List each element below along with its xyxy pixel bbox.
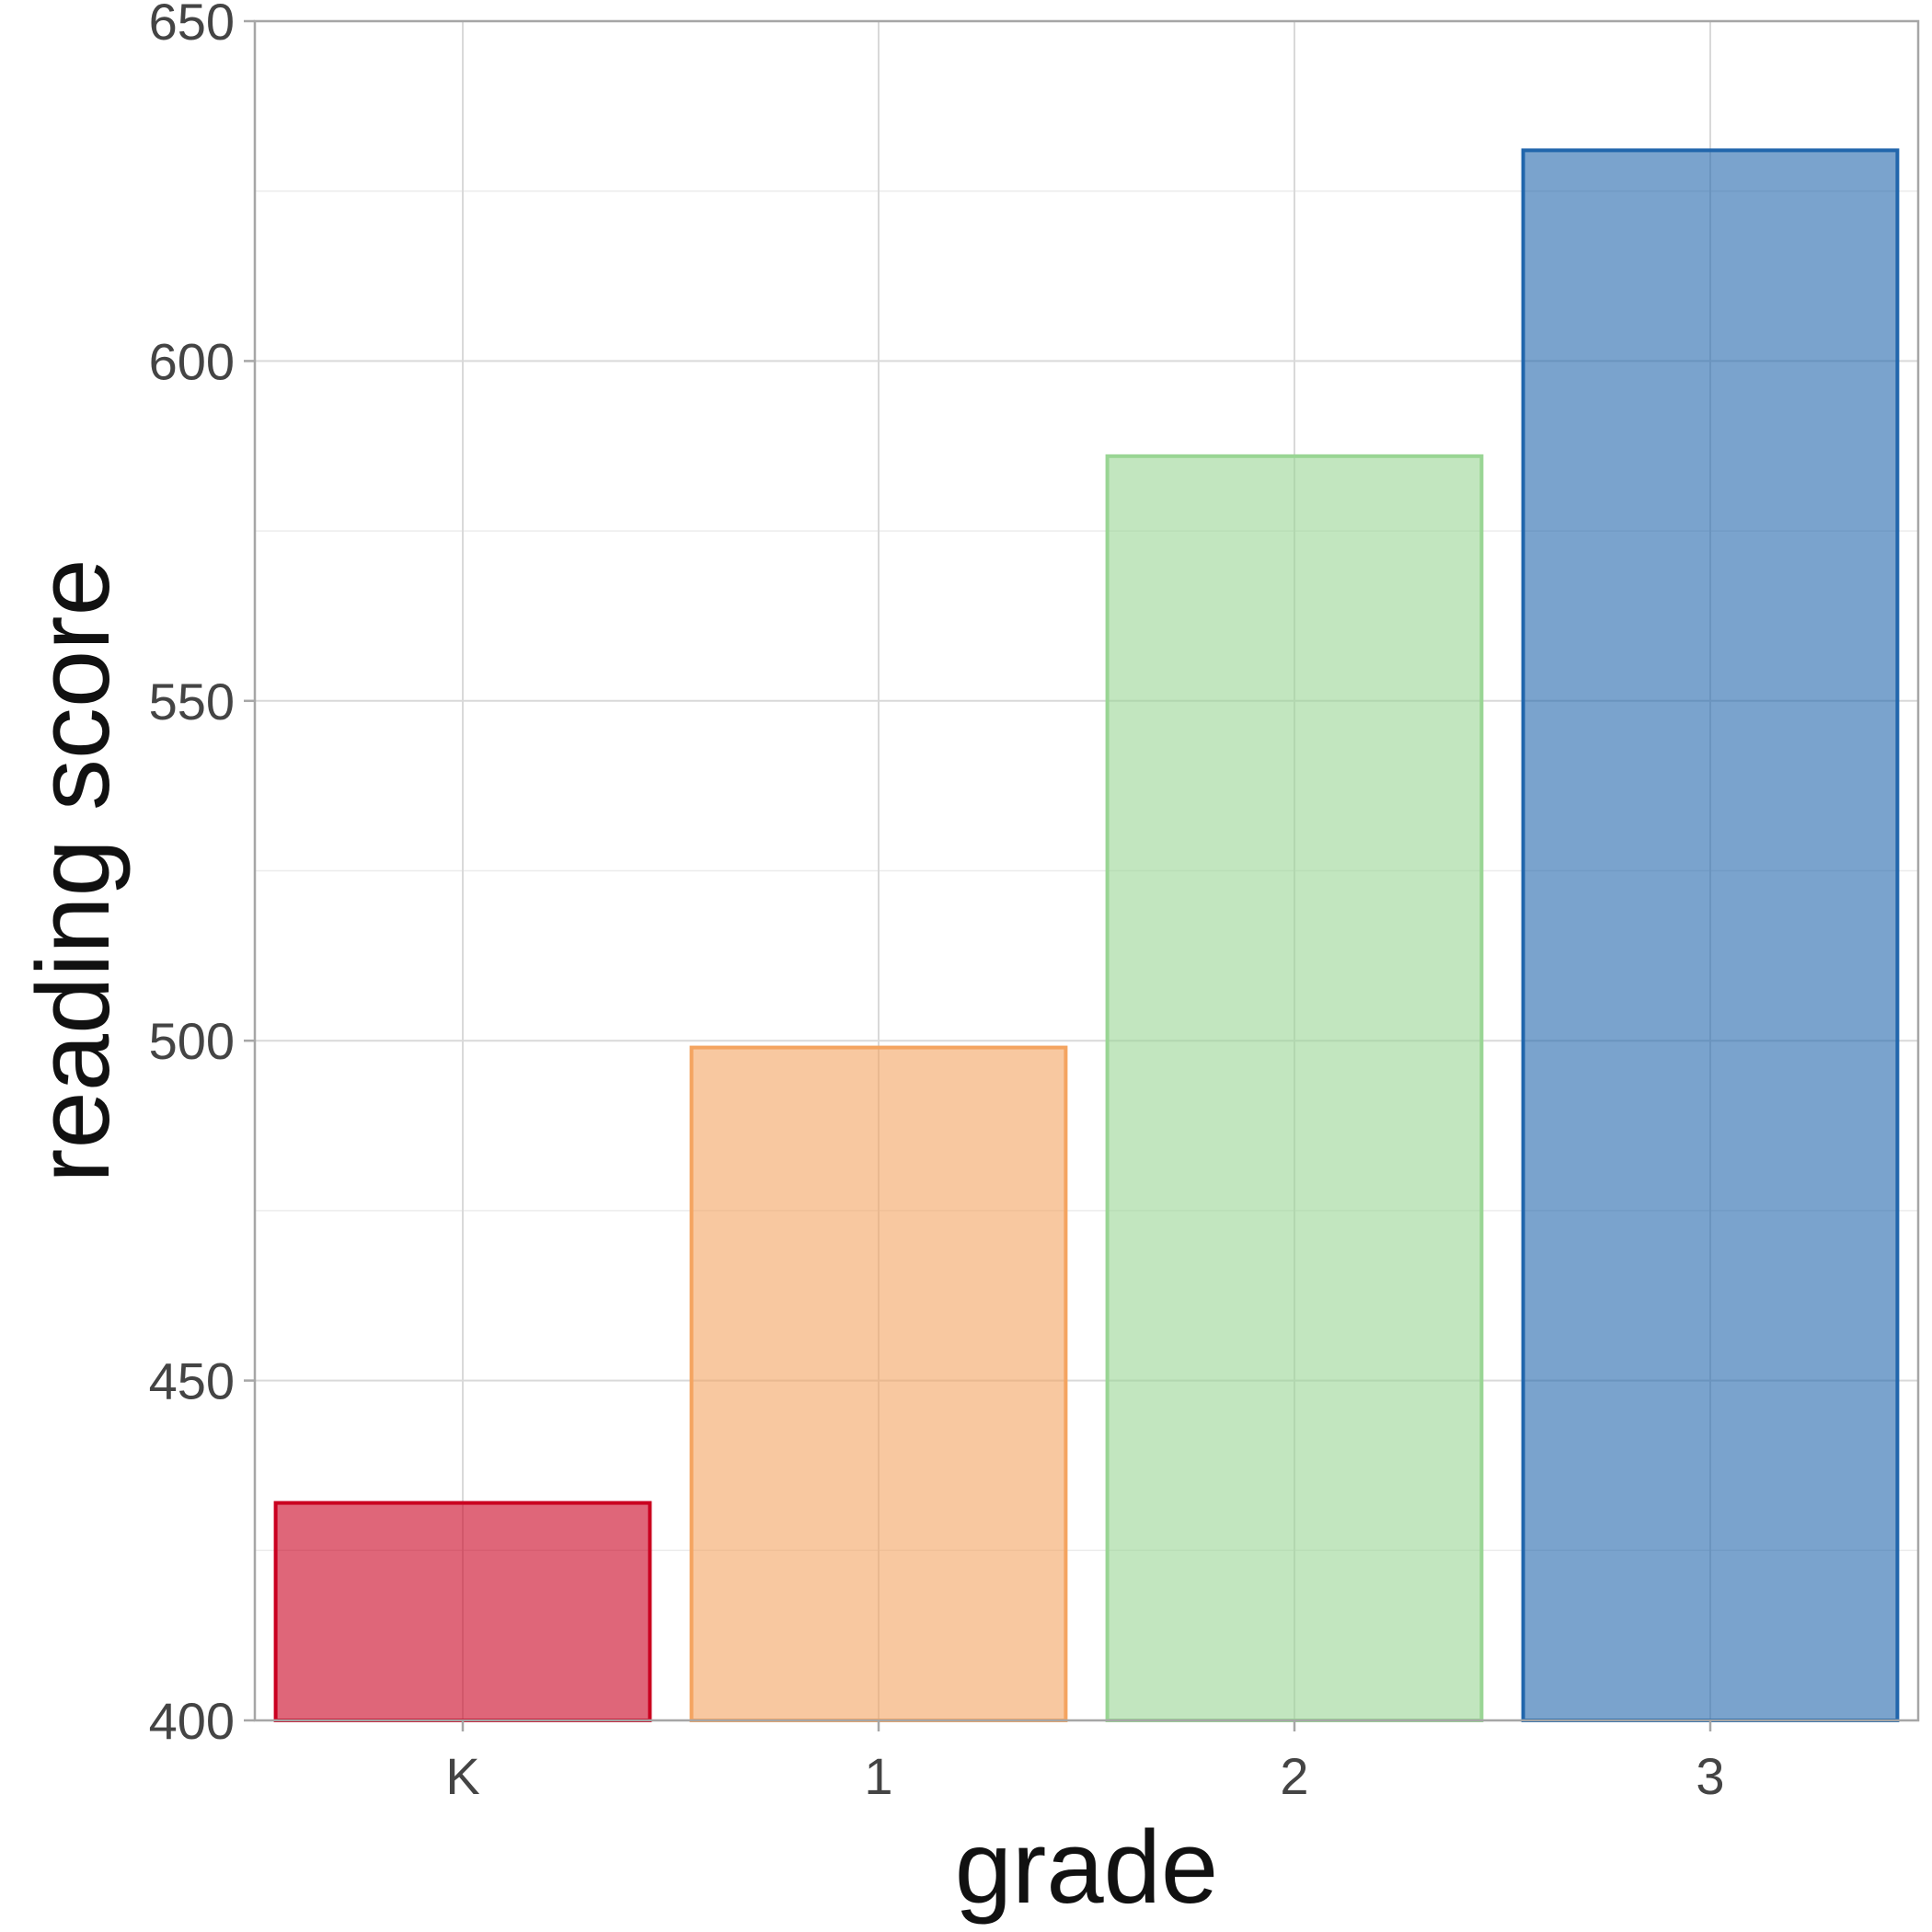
x-tick-label: K <box>445 1747 479 1805</box>
plot-panel-border <box>253 19 1920 1722</box>
x-tick-label: 1 <box>864 1747 892 1805</box>
x-axis: K 1 2 3 <box>445 1720 1725 1805</box>
x-axis-title: grade <box>955 1810 1218 1925</box>
x-tick-label: 3 <box>1696 1747 1724 1805</box>
y-tick-label: 400 <box>149 1692 235 1750</box>
bar-K <box>273 1501 652 1722</box>
y-tick-label: 550 <box>149 673 235 730</box>
bar-3 <box>1521 148 1900 1723</box>
bars <box>273 148 1900 1723</box>
y-tick-label: 450 <box>149 1352 235 1410</box>
bar-1 <box>689 1045 1068 1722</box>
y-tick-label: 500 <box>149 1012 235 1070</box>
y-axis: 400 450 500 550 600 650 <box>149 0 255 1750</box>
y-axis-title: reading score <box>16 558 131 1183</box>
x-tick-label: 2 <box>1280 1747 1308 1805</box>
y-tick-label: 600 <box>149 332 235 390</box>
y-tick-label: 650 <box>149 0 235 51</box>
bar-2 <box>1105 454 1484 1722</box>
